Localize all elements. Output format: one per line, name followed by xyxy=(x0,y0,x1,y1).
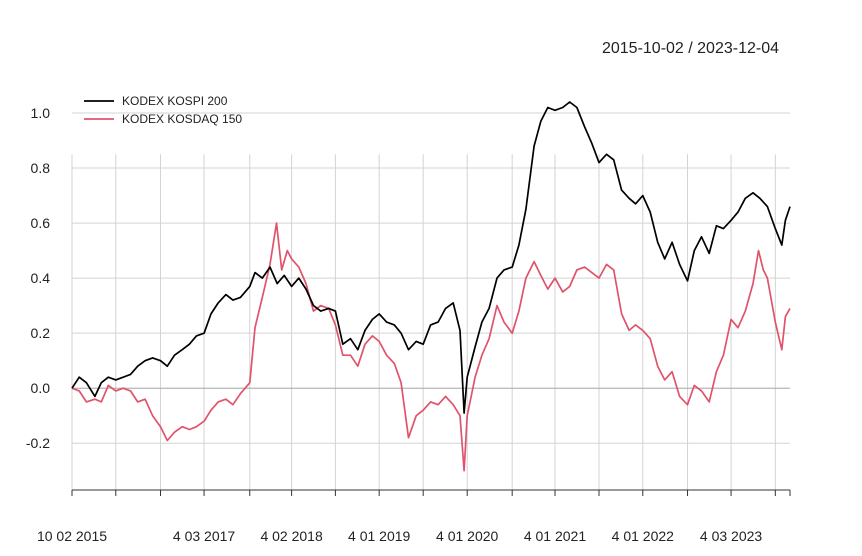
x-tick-label: 4 03 2023 xyxy=(700,528,762,544)
legend-label: KODEX KOSPI 200 xyxy=(122,94,228,108)
y-tick-label: 0.6 xyxy=(31,215,51,231)
series-line xyxy=(71,101,791,414)
y-tick-label: 0.0 xyxy=(31,380,51,396)
x-tick-label: 4 03 2017 xyxy=(173,528,235,544)
y-tick-label: 0.4 xyxy=(31,270,51,286)
date-range-label: 2015-10-02 / 2023-12-04 xyxy=(601,40,779,57)
y-axis-labels: -0.2 0.0 0.2 0.4 0.6 0.8 1.0 xyxy=(26,105,50,451)
y-tick-label: 0.8 xyxy=(31,160,51,176)
x-tick-label: 4 02 2018 xyxy=(260,528,322,544)
legend: KODEX KOSPI 200 KODEX KOSDAQ 150 xyxy=(84,94,242,126)
x-tick-label: 4 01 2019 xyxy=(348,528,410,544)
x-axis-labels: 10 02 2015 4 03 2017 4 02 2018 4 01 2019 4 0… xyxy=(37,528,762,544)
y-tick-label: -0.2 xyxy=(26,435,50,451)
legend-label: KODEX KOSDAQ 150 xyxy=(122,112,242,126)
series-line xyxy=(71,222,791,472)
x-tick-label: 4 01 2021 xyxy=(524,528,586,544)
series-lines xyxy=(71,101,791,472)
x-tick-label: 10 02 2015 xyxy=(37,528,107,544)
x-axis xyxy=(71,489,791,496)
x-tick-label: 4 01 2022 xyxy=(612,528,674,544)
grid-lines xyxy=(71,112,790,490)
y-tick-label: 0.2 xyxy=(31,325,51,341)
y-tick-label: 1.0 xyxy=(31,105,51,121)
x-tick-label: 4 01 2020 xyxy=(436,528,498,544)
